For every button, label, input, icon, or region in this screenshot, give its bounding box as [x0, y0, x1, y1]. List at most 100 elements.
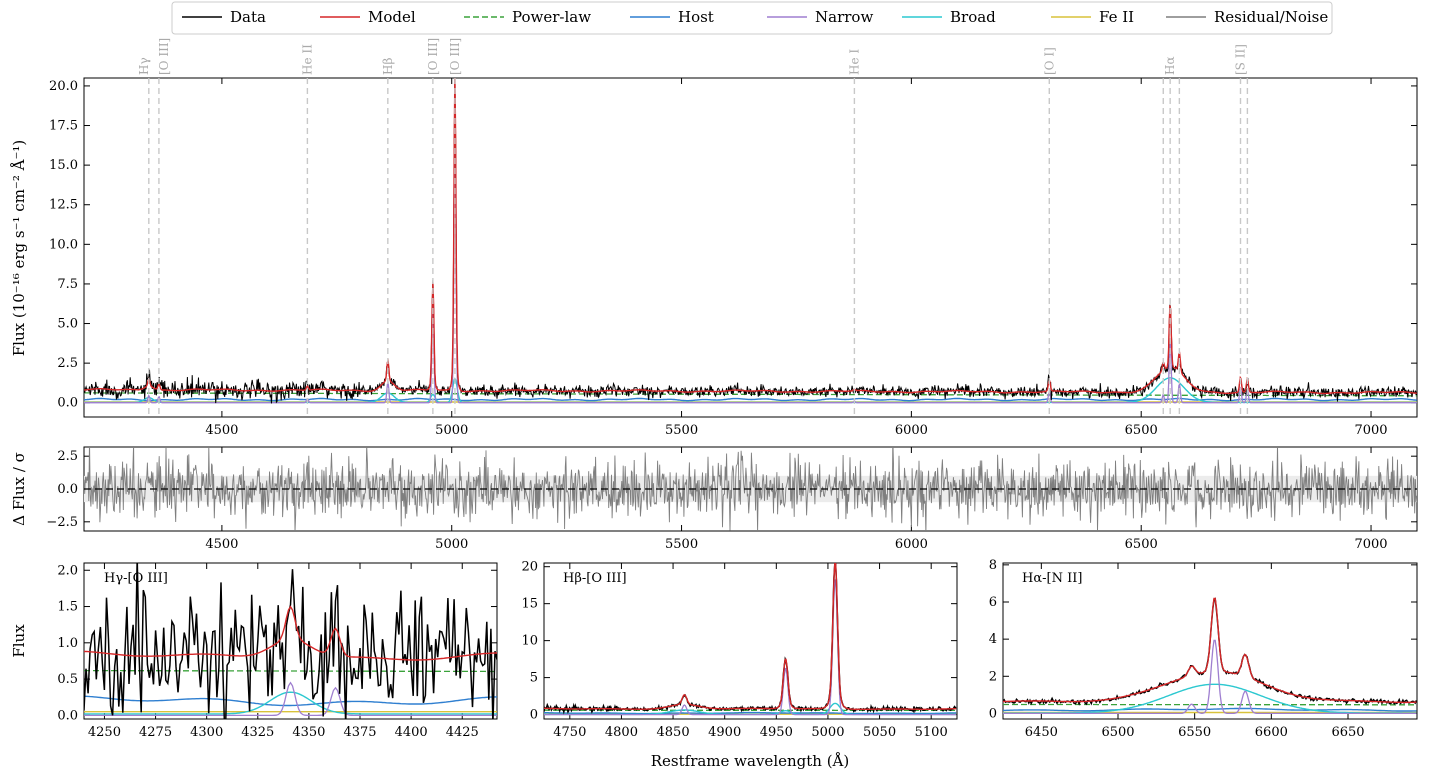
y-tick-label: 0.0 [57, 482, 78, 497]
x-tick-label: 6450 [1025, 725, 1058, 740]
emission-line-label: Hγ [137, 57, 151, 75]
y-tick-label: 12.5 [49, 198, 78, 213]
x-tick-label: 5100 [915, 725, 948, 740]
y-tick-label: 1.5 [57, 600, 78, 615]
legend-label-data: Data [230, 8, 266, 26]
zoom-halpha-title: Hα-[N II] [1022, 571, 1082, 586]
y-tick-label: 17.5 [49, 119, 78, 134]
y-tick-label: 0.5 [57, 672, 78, 687]
x-tick-label: 5000 [435, 423, 468, 438]
zoom-hgamma-title: Hγ-[O III] [104, 571, 168, 586]
x-tick-label: 4250 [88, 725, 121, 740]
x-tick-label: 4900 [708, 725, 741, 740]
legend-label-broad: Broad [950, 8, 996, 26]
x-tick-label: 4800 [605, 725, 638, 740]
emission-line-label: [O III] [448, 38, 462, 75]
y-tick-label: 0 [530, 708, 538, 723]
host-component-line [84, 399, 1417, 401]
emission-line-label: [O I] [1042, 47, 1056, 75]
narrow-component-line [84, 110, 1417, 403]
narrow-component-line [84, 683, 497, 716]
x-tick-label: 5500 [665, 423, 698, 438]
emission-line-label: He II [300, 44, 314, 75]
x-tick-label: 5000 [435, 537, 468, 552]
y-tick-label: 15 [521, 597, 538, 612]
legend-label-narrow: Narrow [815, 8, 873, 26]
zoom-hbeta-axes-frame [544, 563, 957, 719]
y-tick-label: 4 [989, 632, 997, 647]
data-spectrum-line [84, 78, 1417, 404]
x-tick-label: 7000 [1354, 537, 1387, 552]
residual-ylabel: Δ Flux / σ [10, 452, 28, 526]
x-tick-label: 4275 [139, 725, 172, 740]
legend-label-residual: Residual/Noise [1214, 8, 1328, 26]
x-tick-label: 4850 [657, 725, 690, 740]
host-component-line [84, 696, 497, 705]
y-tick-label: 5 [530, 671, 538, 686]
x-tick-label: 6500 [1125, 423, 1158, 438]
y-tick-label: 0.0 [57, 396, 78, 411]
emission-line-label: Hβ [381, 58, 395, 75]
y-tick-label: 2.5 [57, 356, 78, 371]
y-tick-label: 5.0 [57, 317, 78, 332]
y-tick-label: 1.0 [57, 636, 78, 651]
emission-line-label: He I [847, 49, 861, 75]
y-tick-label: 0 [989, 706, 997, 721]
host-component-line [1003, 709, 1416, 712]
x-tick-label: 6550 [1178, 725, 1211, 740]
x-tick-label: 6650 [1331, 725, 1364, 740]
x-tick-label: 6500 [1125, 537, 1158, 552]
zoom-hgamma-panel: Flux Hγ-[O III] 4250 4275 4300 4325 4350 4375… [10, 557, 497, 747]
x-tick-label: 6600 [1255, 725, 1288, 740]
spectrum-axes-frame [84, 78, 1417, 417]
legend-label-powerlaw: Power-law [512, 8, 591, 26]
spectrum-ylabel: Flux (10⁻¹⁶ erg s⁻¹ cm⁻² Å⁻¹) [10, 140, 28, 357]
y-tick-label: −2.5 [46, 515, 78, 530]
x-tick-label: 4500 [205, 537, 238, 552]
emission-line-label: [S II] [1233, 44, 1247, 75]
x-tick-label: 5500 [665, 537, 698, 552]
emission-line-label: Hα [1163, 56, 1177, 75]
y-tick-label: 15.0 [49, 158, 78, 173]
x-tick-label: 4950 [760, 725, 793, 740]
zoom-hgamma-ylabel: Flux [10, 624, 28, 658]
host-component-line [544, 713, 956, 714]
emission-line-label: [O III] [157, 38, 171, 75]
spectrum-panel: Flux (10⁻¹⁶ erg s⁻¹ cm⁻² Å⁻¹) 4500 5000 55… [10, 38, 1417, 438]
x-tick-label: 4350 [292, 725, 325, 740]
narrow-component-line [544, 580, 956, 715]
x-tick-label: 4375 [343, 725, 376, 740]
legend-frame [172, 2, 1332, 34]
zoom-hbeta-title: Hβ-[O III] [563, 571, 627, 586]
x-axis-label: Restframe wavelength (Å) [651, 752, 850, 770]
y-tick-label: 2 [989, 669, 997, 684]
x-tick-label: 4750 [553, 725, 586, 740]
x-tick-label: 5000 [811, 725, 844, 740]
x-tick-label: 7000 [1354, 423, 1387, 438]
x-tick-label: 6000 [895, 423, 928, 438]
x-tick-label: 5050 [863, 725, 896, 740]
y-tick-label: 10.0 [49, 237, 78, 252]
y-tick-label: 2.5 [57, 449, 78, 464]
y-tick-label: 6 [989, 595, 997, 610]
plot-area [1003, 599, 1416, 714]
emission-line-label: [O III] [426, 38, 440, 75]
x-tick-label: 4425 [446, 725, 479, 740]
zoom-halpha-panel: Hα-[N II] 6450 6500 6550 6600 6650 0 2 4 6 8 [989, 558, 1417, 740]
x-tick-label: 4500 [205, 423, 238, 438]
x-tick-label: 4400 [395, 725, 428, 740]
y-tick-label: 2.0 [57, 563, 78, 578]
x-tick-label: 6500 [1101, 725, 1134, 740]
x-tick-label: 4325 [241, 725, 274, 740]
y-tick-label: 7.5 [57, 277, 78, 292]
y-tick-label: 20 [521, 560, 538, 575]
x-tick-label: 4300 [190, 725, 223, 740]
model-line [84, 74, 1417, 394]
plot-area [84, 74, 1417, 404]
legend-label-model: Model [368, 8, 416, 26]
y-tick-label: 8 [989, 558, 997, 573]
